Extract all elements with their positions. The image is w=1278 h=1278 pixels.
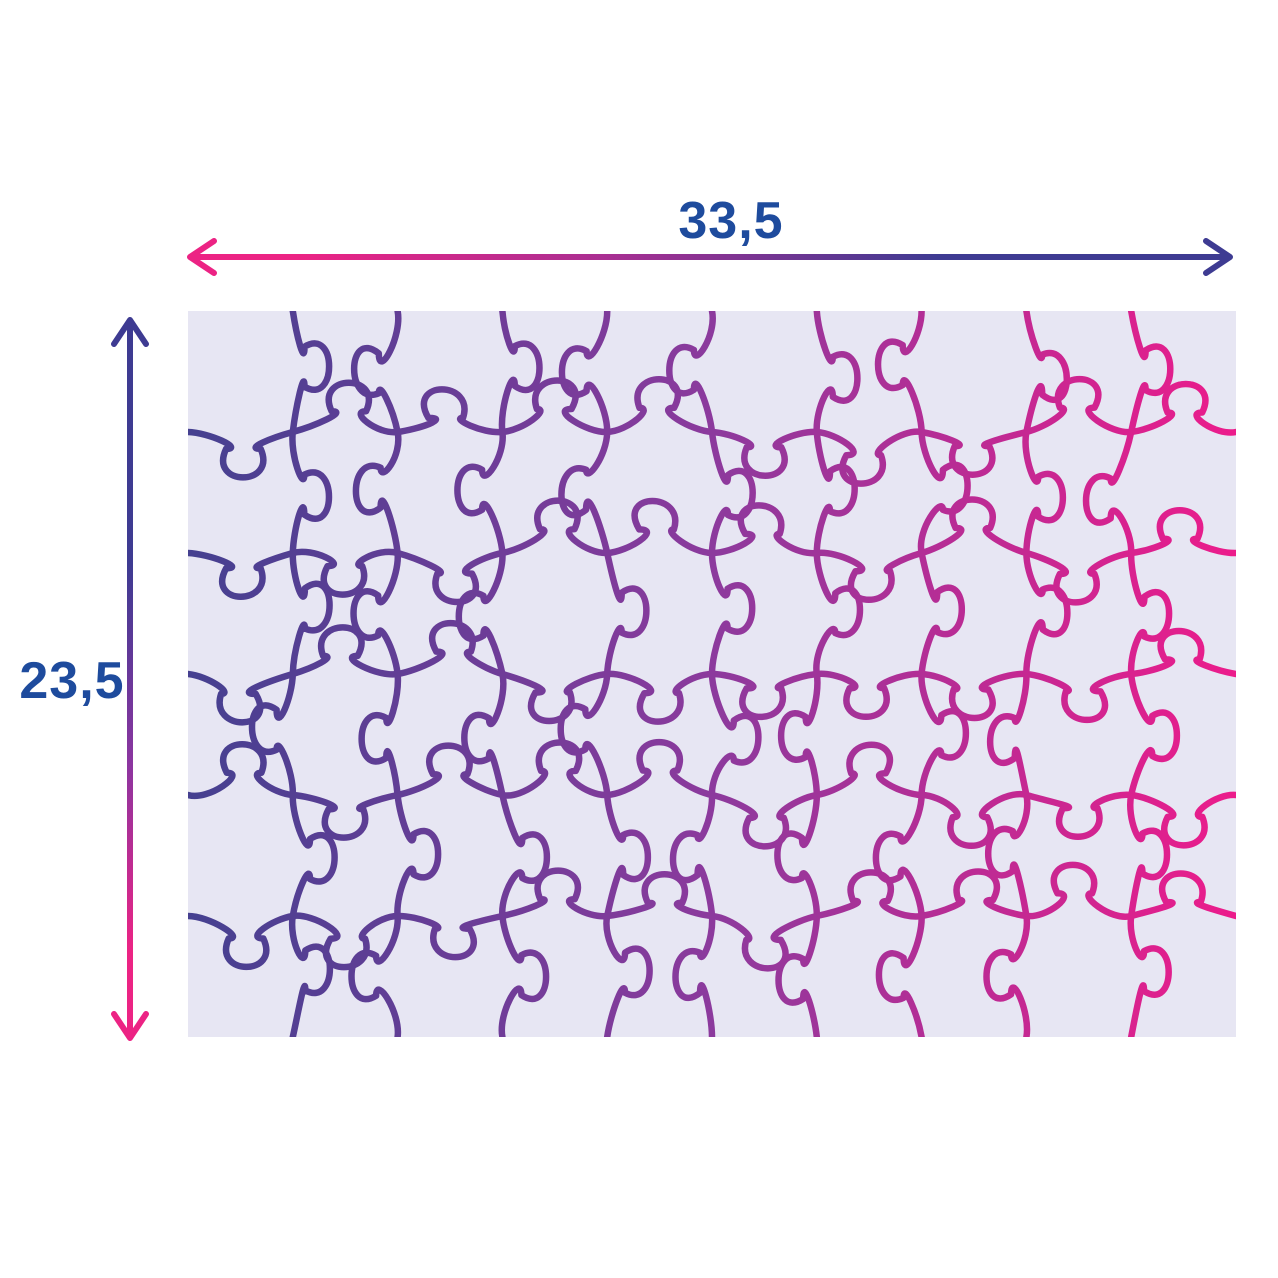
puzzle-cut-line-vertical <box>1082 311 1181 1037</box>
height-arrow-icon <box>111 317 149 1041</box>
height-arrow-icon-head-start-icon <box>111 317 149 347</box>
puzzle-cut-line-vertical <box>666 311 762 1037</box>
width-arrow-icon <box>187 238 1233 276</box>
puzzle-cut-line-horizontal <box>188 620 1236 726</box>
puzzle-cut-line-vertical <box>872 311 971 1037</box>
puzzle-cut-line-vertical <box>983 311 1071 1037</box>
puzzle-cut-lines <box>188 311 1236 1037</box>
width-arrow-icon-head-start-icon <box>187 238 217 276</box>
width-dimension-label: 33,5 <box>678 192 784 250</box>
puzzle-cut-line-vertical <box>774 311 864 1037</box>
puzzle-cut-line-vertical <box>248 311 338 1037</box>
height-arrow-icon-head-end-icon <box>111 1011 149 1041</box>
puzzle-cut-line-vertical <box>454 311 551 1037</box>
puzzle-cut-line-vertical <box>348 311 442 1037</box>
puzzle-cut-line-vertical <box>557 311 653 1037</box>
height-dimension-label: 23,5 <box>19 652 125 710</box>
width-arrow-icon-head-end-icon <box>1203 238 1233 276</box>
